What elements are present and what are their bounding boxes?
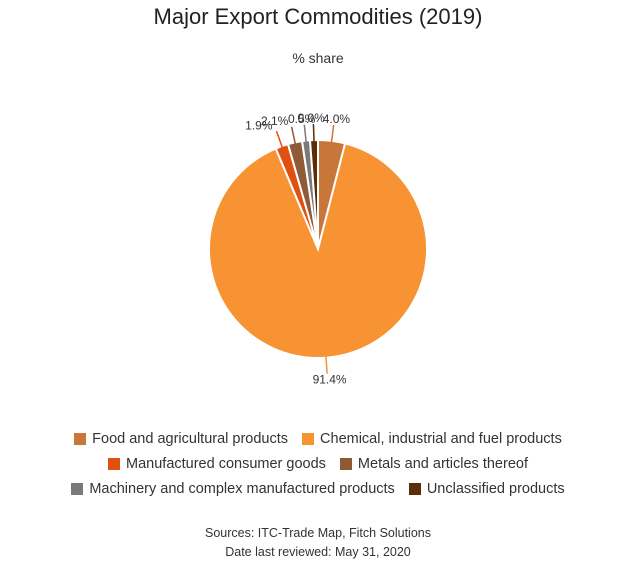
legend-row: Manufactured consumer goods Metals and a… xyxy=(0,451,636,476)
leader-line-0 xyxy=(330,124,335,144)
legend-item-machinery[interactable]: Machinery and complex manufactured produ… xyxy=(71,480,395,497)
legend-swatch xyxy=(339,457,352,470)
pie-chart: 4.0% 91.4% 1.9%2.1% 0.5%0.0% xyxy=(208,111,428,387)
legend-swatch xyxy=(71,482,84,495)
legend-label: Metals and articles thereof xyxy=(357,455,528,472)
slice-label-3: 2.1% xyxy=(261,114,289,128)
slice-label-4: 0.5% xyxy=(288,112,316,126)
chart-title: Major Export Commodities (2019) xyxy=(153,4,483,29)
legend-label: Machinery and complex manufactured produ… xyxy=(89,480,395,497)
chart-subtitle: % share xyxy=(292,50,344,66)
slice-label-1: 91.4% xyxy=(313,373,347,387)
slice-label-2: 1.9% xyxy=(245,118,273,132)
legend-item-unclassified[interactable]: Unclassified products xyxy=(408,480,565,497)
legend-label: Unclassified products xyxy=(426,480,565,497)
legend-item-metals[interactable]: Metals and articles thereof xyxy=(339,455,528,472)
leader-line-2 xyxy=(275,130,284,150)
legend-item-manufactured[interactable]: Manufactured consumer goods xyxy=(108,456,326,472)
review-date: Date last reviewed: May 31, 2020 xyxy=(225,545,411,559)
legend-row: Food and agricultural products Chemical,… xyxy=(0,426,636,451)
legend-swatch xyxy=(408,482,421,495)
leader-line-1 xyxy=(325,354,328,374)
slice-label-0: 4.0% xyxy=(323,112,351,126)
legend-swatch xyxy=(302,432,315,445)
leader-line-4 xyxy=(303,124,308,144)
legend-row: Machinery and complex manufactured produ… xyxy=(0,476,636,501)
legend-label: Chemical, industrial and fuel products xyxy=(320,430,562,447)
legend-item-chemical[interactable]: Chemical, industrial and fuel products xyxy=(302,431,562,447)
legend: Food and agricultural products Chemical,… xyxy=(0,426,636,501)
legend-swatch xyxy=(74,432,87,445)
chart-footer: Sources: ITC-Trade Map, Fitch Solutions … xyxy=(0,524,636,562)
leader-line-3 xyxy=(290,126,297,146)
slice-label-5: 0.0% xyxy=(298,111,326,125)
legend-item-food[interactable]: Food and agricultural products xyxy=(74,431,288,447)
legend-swatch xyxy=(108,457,121,470)
sources-note: Sources: ITC-Trade Map, Fitch Solutions xyxy=(204,526,431,540)
legend-label: Manufactured consumer goods xyxy=(126,455,326,472)
leader-line-5 xyxy=(312,124,315,144)
legend-label: Food and agricultural products xyxy=(92,430,289,447)
